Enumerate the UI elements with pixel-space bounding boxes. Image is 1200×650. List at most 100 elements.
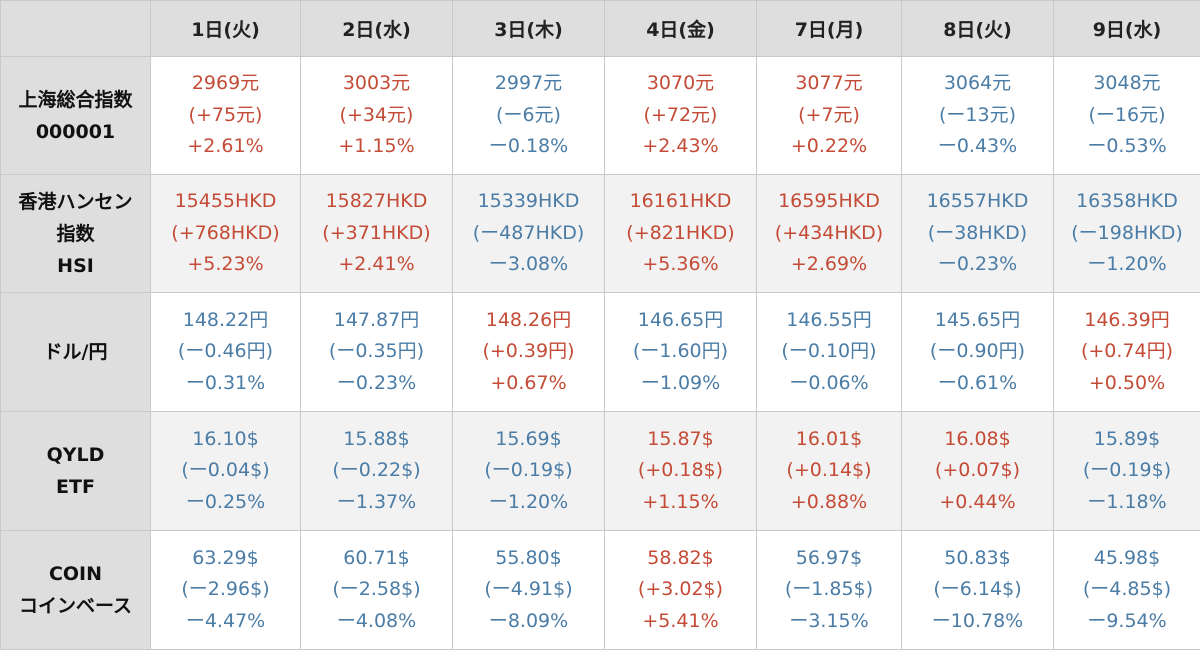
price-value: 60.71$: [343, 546, 410, 569]
price-value: 16.10$: [192, 427, 259, 450]
change-percent: +2.69%: [790, 253, 868, 276]
change-percent: +0.22%: [790, 135, 868, 158]
change-percent: ー10.78%: [931, 609, 1024, 632]
data-cell: 16557HKD (ー38HKD) ー0.23%: [901, 174, 1054, 293]
row-label-line: コインベース: [18, 595, 133, 617]
change-percent: ー1.20%: [1087, 253, 1167, 276]
data-cell: 58.82$ (+3.02$) +5.41%: [604, 530, 757, 650]
change-percent: ー0.23%: [336, 371, 417, 394]
data-cell: 2997元 (ー6元) ー0.18%: [452, 56, 605, 175]
change-percent: ー0.53%: [1087, 135, 1167, 158]
change-value: (+768HKD): [171, 221, 280, 244]
change-value: (+821HKD): [626, 221, 735, 244]
row-label-line: 香港ハンセン: [18, 190, 133, 213]
change-percent: ー1.09%: [640, 371, 721, 394]
change-percent: ー1.37%: [336, 490, 417, 513]
change-value: (ー16元): [1088, 103, 1166, 126]
change-value: (ー0.19$): [1082, 459, 1172, 482]
date-header: 2日(水): [300, 0, 453, 57]
data-cell: 15455HKD (+768HKD) +5.23%: [150, 174, 301, 293]
change-value: (ー2.58$): [332, 578, 421, 601]
data-cell: 60.71$ (ー2.58$) ー4.08%: [300, 530, 453, 650]
price-value: 146.55円: [786, 308, 872, 331]
change-percent: +2.43%: [642, 135, 719, 158]
change-value: (+434HKD): [774, 221, 884, 244]
data-cell: 15339HKD (ー487HKD) ー3.08%: [452, 174, 605, 293]
price-value: 15339HKD: [477, 190, 580, 213]
price-value: 16.01$: [795, 427, 863, 450]
change-value: (+72元): [643, 103, 718, 126]
price-value: 147.87円: [333, 308, 420, 331]
change-percent: ー0.31%: [185, 371, 266, 394]
row-label: ドル/円: [0, 292, 151, 412]
row-label: 上海総合指数 000001: [0, 56, 151, 175]
data-cell: 16.01$ (+0.14$) +0.88%: [756, 411, 902, 531]
change-percent: ー0.61%: [937, 371, 1018, 394]
price-value: 55.80$: [495, 546, 562, 569]
price-value: 148.22円: [182, 308, 269, 331]
change-value: (+3.02$): [637, 578, 724, 601]
price-value: 15.69$: [495, 427, 562, 450]
change-percent: ー1.18%: [1087, 490, 1167, 513]
change-value: (ー198HKD): [1071, 221, 1183, 244]
row-label-line: ETF: [56, 476, 95, 498]
price-value: 16.08$: [944, 427, 1011, 450]
data-cell: 148.26円 (+0.39円) +0.67%: [452, 292, 605, 412]
table-row-usdjpy: ドル/円 148.22円 (ー0.46円) ー0.31% 147.87円 (ー0.35円)…: [0, 292, 1200, 412]
price-value: 63.29$: [192, 546, 259, 569]
change-value: (ー0.46円): [177, 340, 274, 363]
change-value: (+371HKD): [322, 221, 431, 244]
date-header: 9日(水): [1053, 0, 1200, 57]
data-cell: 3064元 (ー13元) ー0.43%: [901, 56, 1054, 175]
price-value: 15827HKD: [325, 190, 428, 213]
data-cell: 50.83$ (ー6.14$) ー10.78%: [901, 530, 1054, 650]
table-row-coin: COIN コインベース 63.29$ (ー2.96$) ー4.47% 60.71$ (ー2.…: [0, 530, 1200, 650]
change-value: (+0.07$): [934, 459, 1021, 482]
table-row-shanghai: 上海総合指数 000001 2969元 (+75元) +2.61% 3003元 (+34元)…: [0, 56, 1200, 175]
change-percent: ー0.25%: [185, 490, 266, 513]
change-percent: +5.36%: [642, 253, 719, 276]
price-value: 146.39円: [1084, 308, 1170, 331]
price-value: 15455HKD: [174, 190, 277, 213]
data-cell: 3077元 (+7元) +0.22%: [756, 56, 902, 175]
data-cell: 16.08$ (+0.07$) +0.44%: [901, 411, 1054, 531]
header-row: 1日(火) 2日(水) 3日(木) 4日(金) 7日(月) 8日(火) 9日(水…: [0, 0, 1200, 57]
data-cell: 3048元 (ー16元) ー0.53%: [1053, 56, 1200, 175]
change-percent: ー3.15%: [789, 609, 869, 632]
price-value: 146.65円: [637, 308, 724, 331]
data-cell: 146.39円 (+0.74円) +0.50%: [1053, 292, 1200, 412]
row-label-line: ドル/円: [43, 341, 108, 363]
price-value: 16557HKD: [926, 190, 1029, 213]
data-cell: 15827HKD (+371HKD) +2.41%: [300, 174, 453, 293]
price-value: 50.83$: [944, 546, 1011, 569]
price-value: 3003元: [342, 72, 411, 95]
price-value: 3077元: [795, 72, 863, 95]
price-value: 3048元: [1093, 72, 1161, 95]
change-value: (ー0.04$): [181, 459, 270, 482]
data-cell: 15.89$ (ー0.19$) ー1.18%: [1053, 411, 1200, 531]
change-value: (+0.14$): [786, 459, 872, 482]
price-value: 16595HKD: [778, 190, 880, 213]
price-value: 3070元: [646, 72, 715, 95]
row-label-line: COIN: [48, 563, 103, 585]
date-header: 4日(金): [604, 0, 757, 57]
change-value: (+34元): [339, 103, 414, 126]
change-value: (ー1.85$): [784, 578, 874, 601]
change-percent: +2.61%: [187, 135, 264, 158]
row-label-line: 000001: [35, 120, 116, 143]
change-value: (ー487HKD): [472, 221, 585, 244]
change-value: (ー1.60円): [632, 340, 729, 363]
data-cell: 148.22円 (ー0.46円) ー0.31%: [150, 292, 301, 412]
change-percent: +1.15%: [338, 135, 415, 158]
data-cell: 2969元 (+75元) +2.61%: [150, 56, 301, 175]
price-value: 45.98$: [1093, 546, 1161, 569]
price-value: 148.26円: [485, 308, 572, 331]
change-percent: ー4.47%: [185, 609, 266, 632]
date-header: 3日(木): [452, 0, 605, 57]
price-value: 2969元: [191, 72, 260, 95]
change-value: (+7元): [798, 103, 860, 126]
row-label-line: 指数: [56, 222, 95, 245]
row-label-line: QYLD: [46, 444, 105, 466]
price-value: 16161HKD: [629, 190, 732, 213]
